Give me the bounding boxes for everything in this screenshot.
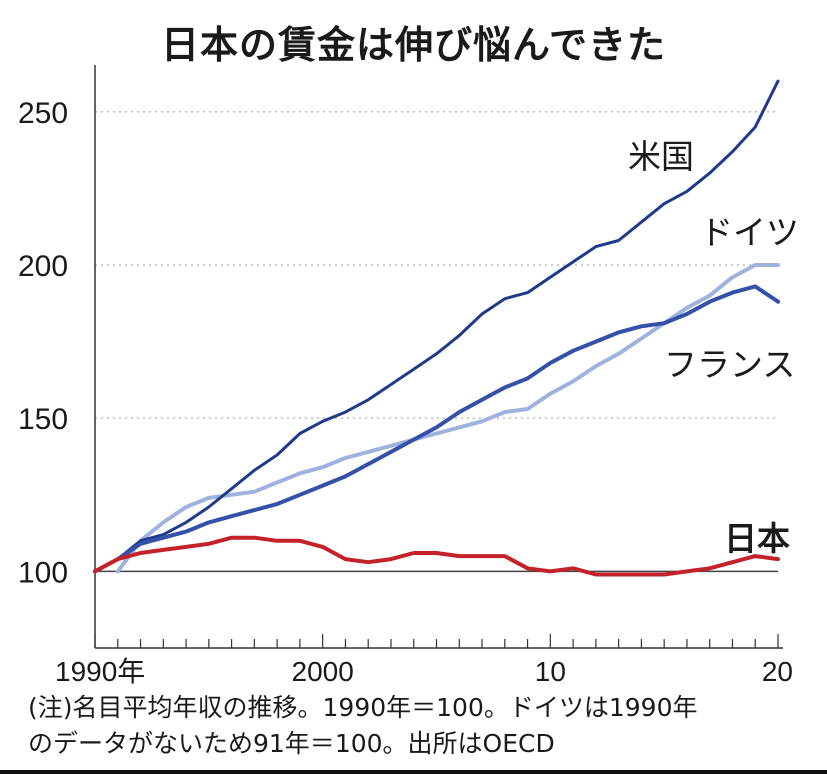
x-tick-label-2020: 20 bbox=[762, 656, 793, 687]
y-tick-label-100: 100 bbox=[18, 556, 68, 589]
series-label-2: フランス bbox=[664, 345, 795, 384]
y-tick-label-200: 200 bbox=[18, 250, 68, 283]
x-tick-label-1990: 1990年 bbox=[55, 656, 145, 687]
series-label-0: 米国 bbox=[628, 137, 694, 176]
note-line-1: (注)名目平均年収の推移。1990年＝100。ドイツは1990年 bbox=[28, 693, 698, 722]
series-line-2 bbox=[93, 284, 780, 574]
x-tick-label-2000: 2000 bbox=[292, 656, 354, 687]
note-line-2: のデータがないため91年＝100。出所はOECD bbox=[28, 729, 555, 758]
y-tick-label-250: 250 bbox=[18, 97, 68, 130]
chart-note: (注)名目平均年収の推移。1990年＝100。ドイツは1990年 のデータがない… bbox=[28, 690, 818, 762]
series-label-1: ドイツ bbox=[700, 213, 799, 252]
series-label-3: 日本 bbox=[724, 519, 790, 558]
bottom-divider bbox=[0, 770, 827, 774]
series-line-3 bbox=[93, 535, 780, 577]
series-line-0 bbox=[93, 79, 780, 573]
chart-title: 日本の賃金は伸び悩んできた bbox=[160, 23, 667, 67]
x-tick-label-2010: 10 bbox=[535, 656, 566, 687]
y-tick-label-150: 150 bbox=[18, 403, 68, 436]
